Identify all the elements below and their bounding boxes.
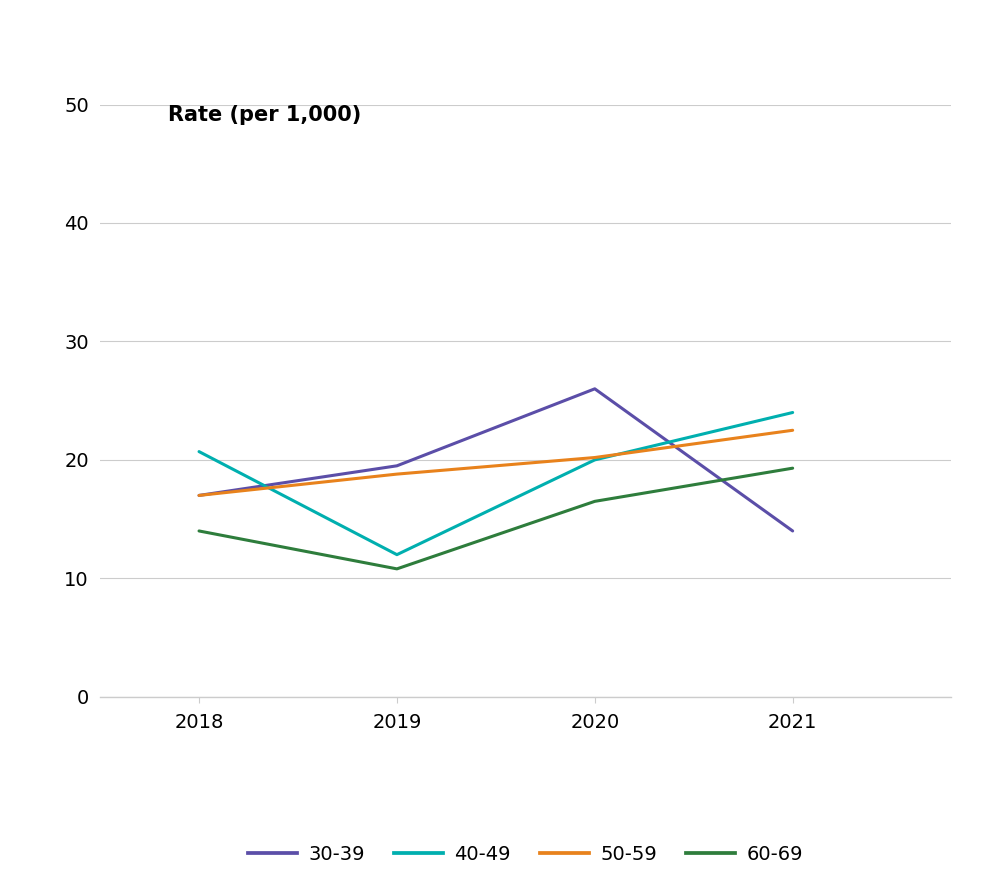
Text: Rate (per 1,000): Rate (per 1,000) bbox=[168, 105, 361, 125]
Legend: 30-39, 40-49, 50-59, 60-69: 30-39, 40-49, 50-59, 60-69 bbox=[240, 837, 811, 871]
